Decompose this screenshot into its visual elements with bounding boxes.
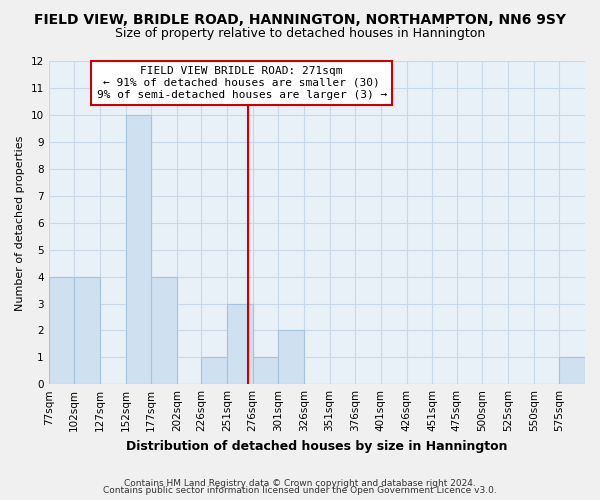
Bar xyxy=(227,304,253,384)
Bar xyxy=(253,358,278,384)
Bar xyxy=(49,276,74,384)
Bar xyxy=(559,358,585,384)
Y-axis label: Number of detached properties: Number of detached properties xyxy=(15,135,25,310)
X-axis label: Distribution of detached houses by size in Hannington: Distribution of detached houses by size … xyxy=(126,440,508,452)
Bar xyxy=(202,358,227,384)
Bar xyxy=(151,276,177,384)
Text: Size of property relative to detached houses in Hannington: Size of property relative to detached ho… xyxy=(115,28,485,40)
Bar xyxy=(74,276,100,384)
Bar xyxy=(125,116,151,384)
Text: FIELD VIEW BRIDLE ROAD: 271sqm
← 91% of detached houses are smaller (30)
9% of s: FIELD VIEW BRIDLE ROAD: 271sqm ← 91% of … xyxy=(97,66,387,100)
Text: Contains public sector information licensed under the Open Government Licence v3: Contains public sector information licen… xyxy=(103,486,497,495)
Text: Contains HM Land Registry data © Crown copyright and database right 2024.: Contains HM Land Registry data © Crown c… xyxy=(124,478,476,488)
Text: FIELD VIEW, BRIDLE ROAD, HANNINGTON, NORTHAMPTON, NN6 9SY: FIELD VIEW, BRIDLE ROAD, HANNINGTON, NOR… xyxy=(34,12,566,26)
Bar xyxy=(278,330,304,384)
